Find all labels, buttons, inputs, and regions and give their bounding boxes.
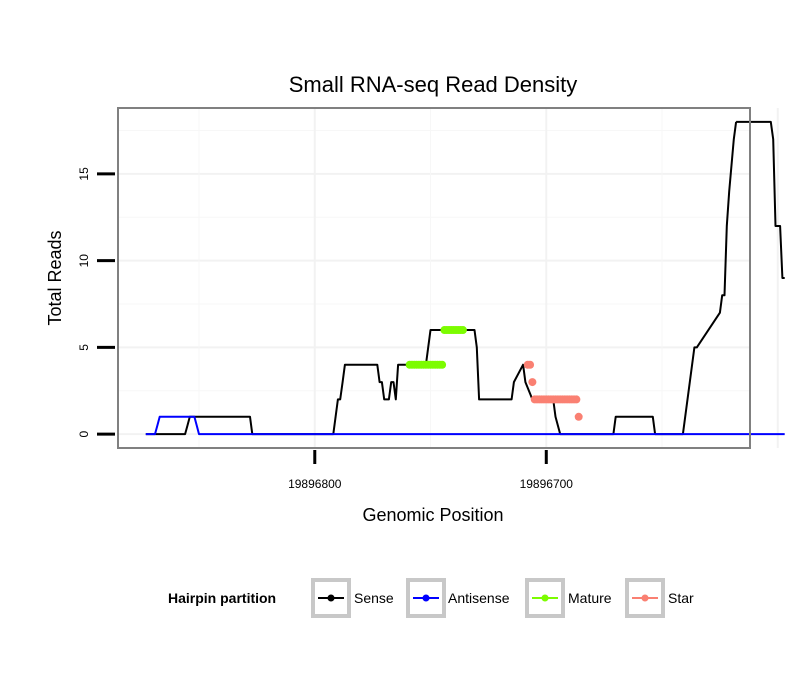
y-tick-label: 15 [77,167,91,181]
plot-panel [117,107,785,449]
legend-key-point [641,594,649,602]
data-series [145,120,785,436]
x-tick-label: 19896700 [520,477,574,491]
x-axis: 19896800 19896700 [288,450,573,491]
legend-label-mature: Mature [568,590,612,606]
x-axis-label: Genomic Position [362,505,503,525]
plot-background [118,108,750,448]
y-axis: 0 5 10 15 [77,167,115,437]
series-line-sense-tail [736,120,785,279]
data-point-star [574,412,583,421]
grid-lines [118,108,779,448]
plot-border [117,107,751,449]
data-point-star [528,378,537,387]
y-tick-label: 5 [77,344,91,351]
data-point-star [572,395,581,404]
legend-title: Hairpin partition [168,590,276,606]
legend: Hairpin partition Sense Antisense Mature… [168,578,694,618]
legend-key-point [422,594,430,602]
legend-key-point [327,594,335,602]
legend-key-mature [525,578,565,618]
y-tick-label: 0 [77,430,91,437]
legend-key-point [541,594,549,602]
series-line-antisense [145,415,785,436]
legend-key-antisense [406,578,446,618]
legend-key-sense [311,578,351,618]
legend-label-star: Star [668,590,694,606]
x-tick-label: 19896800 [288,477,342,491]
data-point-mature [458,326,467,335]
data-point-star [526,360,535,369]
y-tick-label: 10 [77,254,91,268]
y-axis-label: Total Reads [45,230,65,325]
legend-label-sense: Sense [354,590,394,606]
legend-label-antisense: Antisense [448,590,510,606]
chart-title: Small RNA-seq Read Density [289,72,578,97]
data-point-mature [438,360,447,369]
legend-key-star [625,578,665,618]
